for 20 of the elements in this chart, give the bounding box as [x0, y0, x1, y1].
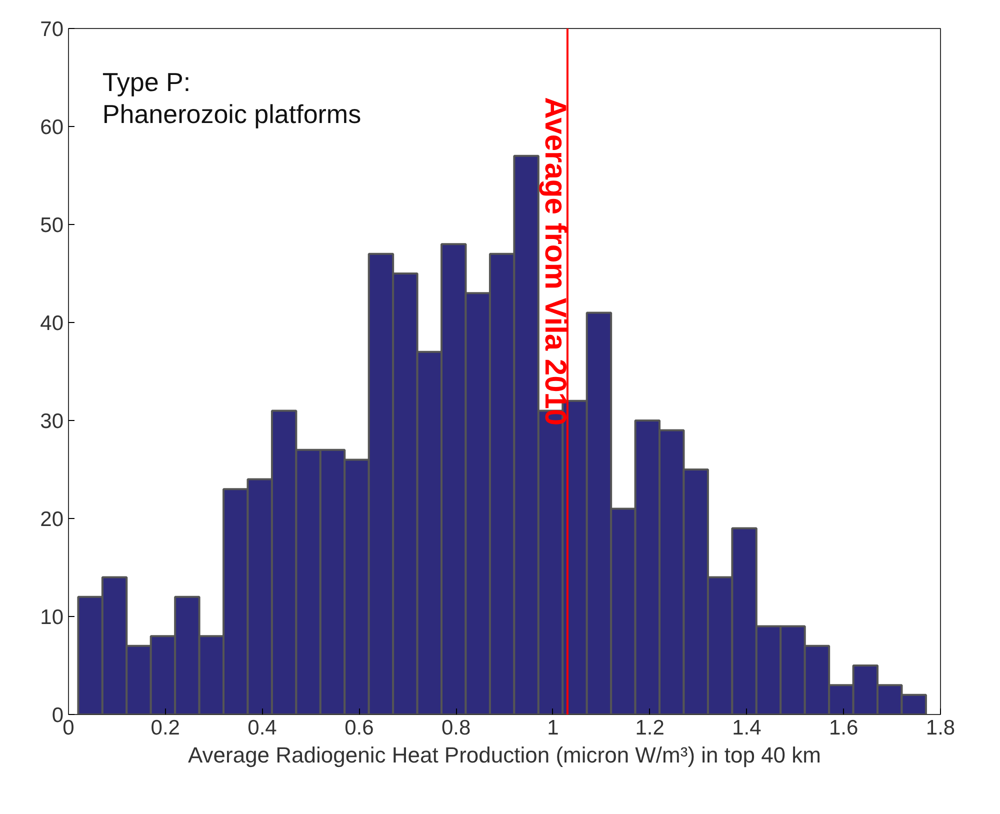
x-tick-label: 1.4 — [732, 716, 762, 740]
x-tick-label: 1.8 — [926, 716, 956, 740]
x-tick-label: 0.6 — [344, 716, 374, 740]
x-axis-title: Average Radiogenic Heat Production (micron W/m³) in top 40 km — [188, 742, 821, 768]
y-tick-label: 30 — [40, 410, 64, 433]
y-tick-label: 60 — [40, 116, 64, 139]
annotation: Phanerozoic platforms — [102, 99, 362, 130]
y-tick-label: 20 — [40, 508, 64, 531]
x-tick-label: 0.4 — [248, 716, 278, 740]
x-tick-label: 1.6 — [829, 716, 858, 740]
y-tick-label: 70 — [40, 18, 64, 41]
x-tick-label: 1.2 — [635, 716, 664, 740]
x-tick-label: 0.8 — [441, 716, 471, 740]
x-tick-label: 1 — [547, 716, 559, 740]
y-tick-label: 10 — [40, 606, 64, 629]
y-tick-label: 50 — [40, 214, 64, 237]
ref-line-label: Average from Vila 2010 — [538, 97, 572, 426]
annotation: Type P: — [102, 67, 191, 98]
y-tick-label: 40 — [40, 312, 64, 335]
x-tick-label: 0.2 — [150, 716, 180, 740]
